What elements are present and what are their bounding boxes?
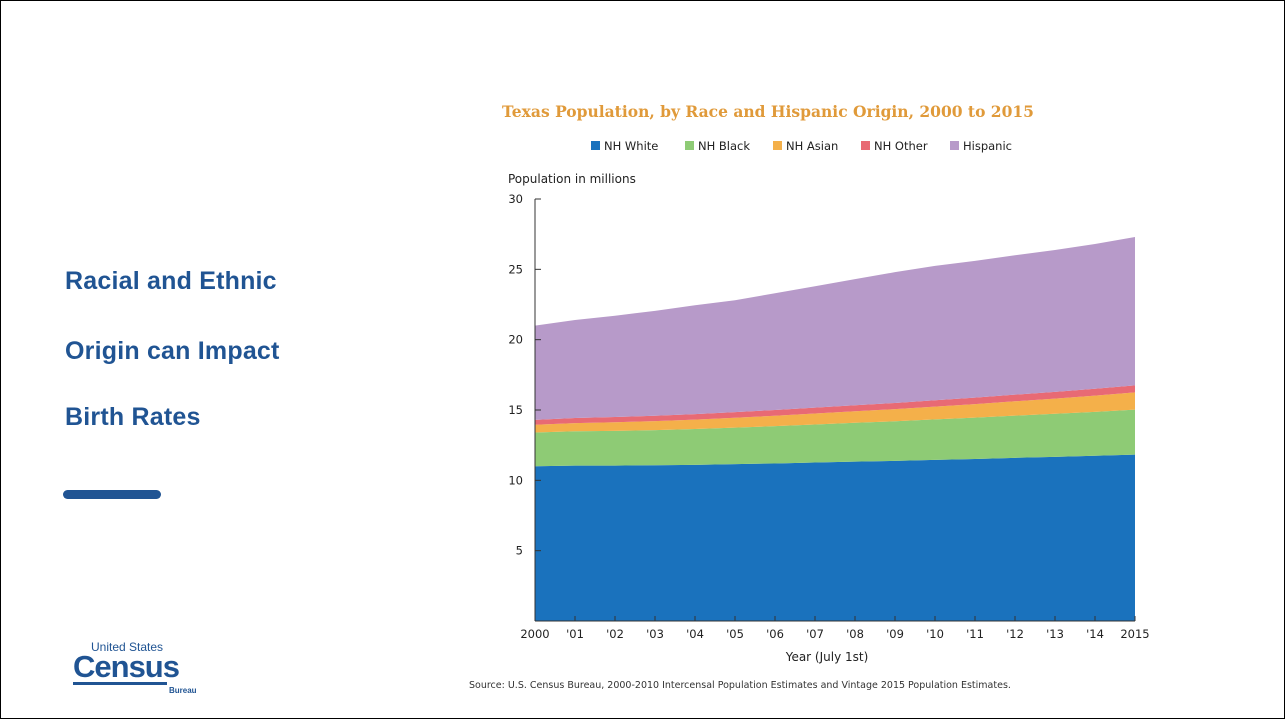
- legend-label: NH White: [604, 139, 658, 153]
- chart-legend: NH White NH Black NH Asian NH Other Hispanic: [591, 139, 1012, 153]
- chart-title: Texas Population, by Race and Hispanic O…: [502, 102, 1034, 121]
- legend-swatch: [685, 141, 694, 150]
- area-nh-black: [535, 409, 1135, 467]
- area-nh-asian: [535, 392, 1135, 433]
- legend-label: Hispanic: [963, 139, 1012, 153]
- population-area-chart: Texas Population, by Race and Hispanic O…: [502, 102, 1150, 664]
- x-tick-label: '06: [766, 627, 784, 641]
- x-tick-label: '04: [686, 627, 704, 641]
- area-nh-other: [535, 385, 1135, 425]
- x-tick-label: '11: [966, 627, 984, 641]
- logo-main-text: Census: [73, 649, 179, 684]
- y-tick-label: 25: [508, 262, 523, 276]
- legend-swatch: [861, 141, 870, 150]
- y-tick-label: 15: [508, 403, 523, 417]
- legend-item-nh-black: NH Black: [685, 139, 750, 153]
- y-tick-label: 20: [508, 333, 523, 347]
- x-tick-label: '14: [1086, 627, 1104, 641]
- y-tick-label: 10: [508, 473, 523, 487]
- x-tick-label: 2015: [1120, 627, 1149, 641]
- x-tick-label: '02: [606, 627, 624, 641]
- legend-label: NH Other: [874, 139, 928, 153]
- x-tick-label: '09: [886, 627, 904, 641]
- x-tick-label: '03: [646, 627, 664, 641]
- accent-bar: [63, 490, 161, 499]
- x-axis-label: Year (July 1st): [785, 650, 869, 664]
- legend-label: NH Asian: [786, 139, 838, 153]
- legend-swatch: [773, 141, 782, 150]
- x-tick-label: 2000: [520, 627, 549, 641]
- y-tick-label: 5: [516, 544, 523, 558]
- legend-swatch: [591, 141, 600, 150]
- census-logo: United States Census Bureau: [73, 641, 197, 695]
- x-tick-label: '08: [846, 627, 864, 641]
- legend-item-nh-white: NH White: [591, 139, 658, 153]
- legend-item-nh-asian: NH Asian: [773, 139, 838, 153]
- slide-title-line-2: Origin can Impact: [65, 337, 280, 365]
- y-tick-label: 30: [508, 192, 523, 206]
- x-tick-label: '12: [1006, 627, 1024, 641]
- logo-underline: [73, 682, 167, 685]
- stacked-areas: [535, 236, 1135, 621]
- logo-sub-text: Bureau: [169, 686, 197, 695]
- x-tick-label: '05: [726, 627, 744, 641]
- x-tick-label: '13: [1046, 627, 1064, 641]
- x-tick-label: '01: [566, 627, 584, 641]
- area-hispanic: [535, 236, 1135, 420]
- logo-top-text: United States: [91, 641, 163, 654]
- chart-source-note: Source: U.S. Census Bureau, 2000-2010 In…: [469, 680, 1011, 691]
- chart-axes: 5 10 15 20 25 30 2000 '01 '02 '03 '04 '05 '06 '07 '08 '…: [508, 192, 1149, 641]
- slide-title-line-3: Birth Rates: [65, 403, 201, 431]
- slide-title-line-1: Racial and Ethnic: [65, 267, 277, 295]
- x-tick-label: '07: [806, 627, 824, 641]
- x-tick-label: '10: [926, 627, 944, 641]
- legend-item-hispanic: Hispanic: [950, 139, 1012, 153]
- legend-item-nh-other: NH Other: [861, 139, 928, 153]
- y-axis-label: Population in millions: [508, 172, 636, 186]
- legend-label: NH Black: [698, 139, 750, 153]
- legend-swatch: [950, 141, 959, 150]
- area-nh-white: [535, 454, 1135, 621]
